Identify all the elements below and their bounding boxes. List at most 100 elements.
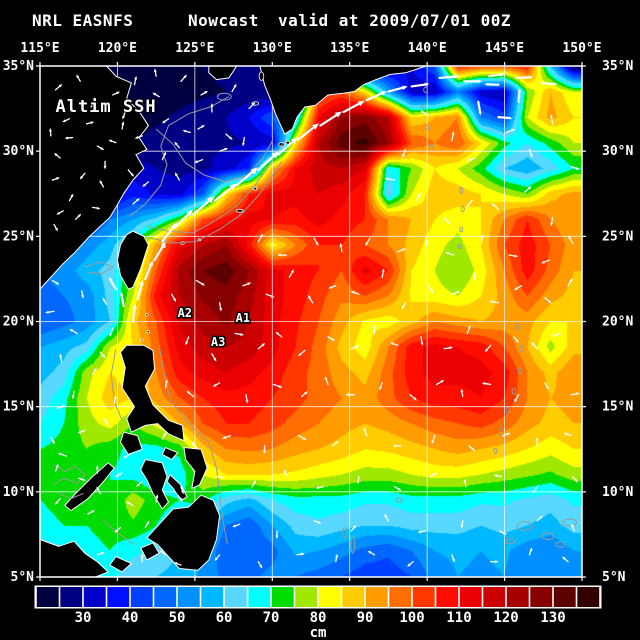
colorbar-cell [318,587,341,607]
current-arrow-head [413,397,418,401]
current-arrow [180,486,184,492]
jet-arrow-head [500,72,505,77]
current-arrow [92,369,96,375]
current-arrow-head [101,551,105,555]
jet-arrow [173,213,190,229]
current-arrow-head [446,220,450,225]
colorbar-cell [342,587,365,607]
bathymetry-contour [146,137,287,234]
current-arrow-head [81,295,85,299]
current-arrow-head [278,385,283,388]
lat-tick-label-right: 5°N [602,570,626,585]
current-arrow-head [136,198,140,202]
current-arrow-head [263,450,267,454]
island-outline [517,367,523,375]
eddy-label: A2 [178,306,192,320]
colorbar-cell [271,587,294,607]
colorbar-tick-label: 30 [75,610,92,626]
lon-tick-label: 130°E [253,41,292,56]
current-arrow [81,290,84,296]
current-arrow [51,177,58,181]
current-arrow [451,554,455,560]
jet-arrow [192,199,211,216]
current-arrow-head [445,251,449,255]
current-arrow [309,297,314,304]
current-arrow [144,181,150,186]
lat-tick-label-right: 25°N [602,229,633,244]
current-arrow-head [550,114,553,118]
current-arrow [218,302,222,309]
current-arrow [127,169,133,175]
current-arrow [392,343,399,346]
current-arrow [128,502,134,507]
current-arrow-head [183,74,187,79]
current-arrow-head [514,254,519,258]
current-arrow-head [259,233,263,238]
current-arrow-head [576,392,581,396]
current-arrow [77,76,81,82]
current-arrow [53,223,57,229]
current-arrow-head [103,165,107,170]
colorbar-tick-label: 120 [493,610,518,626]
current-arrow [492,301,500,304]
current-arrow [110,327,114,335]
current-arrow-head [64,136,69,140]
current-arrow-head [345,393,349,397]
current-arrow-head [76,74,80,79]
current-arrow-head [551,333,556,337]
colorbar-cell [83,587,106,607]
colorbar-cell [365,587,388,607]
current-arrow [468,445,474,450]
colorbar-tick-label: 60 [216,610,233,626]
jet-arrow [277,140,294,156]
land-islet [235,208,244,213]
colorbar-cell [248,587,271,607]
lat-tick-label-right: 35°N [602,59,633,74]
jet-arrow [517,90,521,103]
current-arrow-head [116,91,121,95]
current-arrow [155,496,158,503]
current-arrow-head [283,469,287,474]
jet-arrow [257,154,275,172]
lat-tick-label-left: 20°N [3,315,34,330]
current-arrow-head [253,479,257,484]
jet-arrow [365,92,383,102]
current-arrow [133,78,137,86]
current-arrow [161,551,167,556]
current-arrow [528,148,532,156]
colorbar-tick-label: 80 [310,610,327,626]
current-arrow-head [328,285,333,289]
lat-tick-label-right: 15°N [602,400,633,415]
island-outline [459,226,464,233]
current-arrow-head [93,367,97,372]
island-outline [493,448,498,454]
jet-arrow-head [508,116,513,120]
colorbar-cell [177,587,200,607]
lat-tick-label-right: 10°N [602,485,633,500]
current-arrow [154,71,157,77]
current-arrow [296,553,303,556]
jet-arrow-head [478,111,482,116]
current-arrow [188,392,194,398]
current-arrow-head [159,549,163,554]
current-arrow-head [55,281,60,285]
current-arrow-head [466,158,471,162]
current-arrow [563,558,569,563]
current-arrow-head [373,324,376,328]
jet-arrow [120,294,125,308]
land-borneo [39,538,110,578]
current-arrow-head [297,352,302,357]
current-arrow [366,237,371,244]
current-arrow-head [571,523,575,528]
current-arrow-head [456,290,461,294]
island-outline [423,86,428,93]
jet-arrow-head [454,74,460,79]
land-masbate [161,446,179,461]
current-arrow-head [54,501,59,505]
current-arrow [161,434,166,440]
current-arrow [138,480,143,486]
current-arrow-head [58,84,63,88]
current-arrow-head [153,68,157,73]
current-arrow [225,133,231,139]
current-arrow-head [533,489,537,494]
